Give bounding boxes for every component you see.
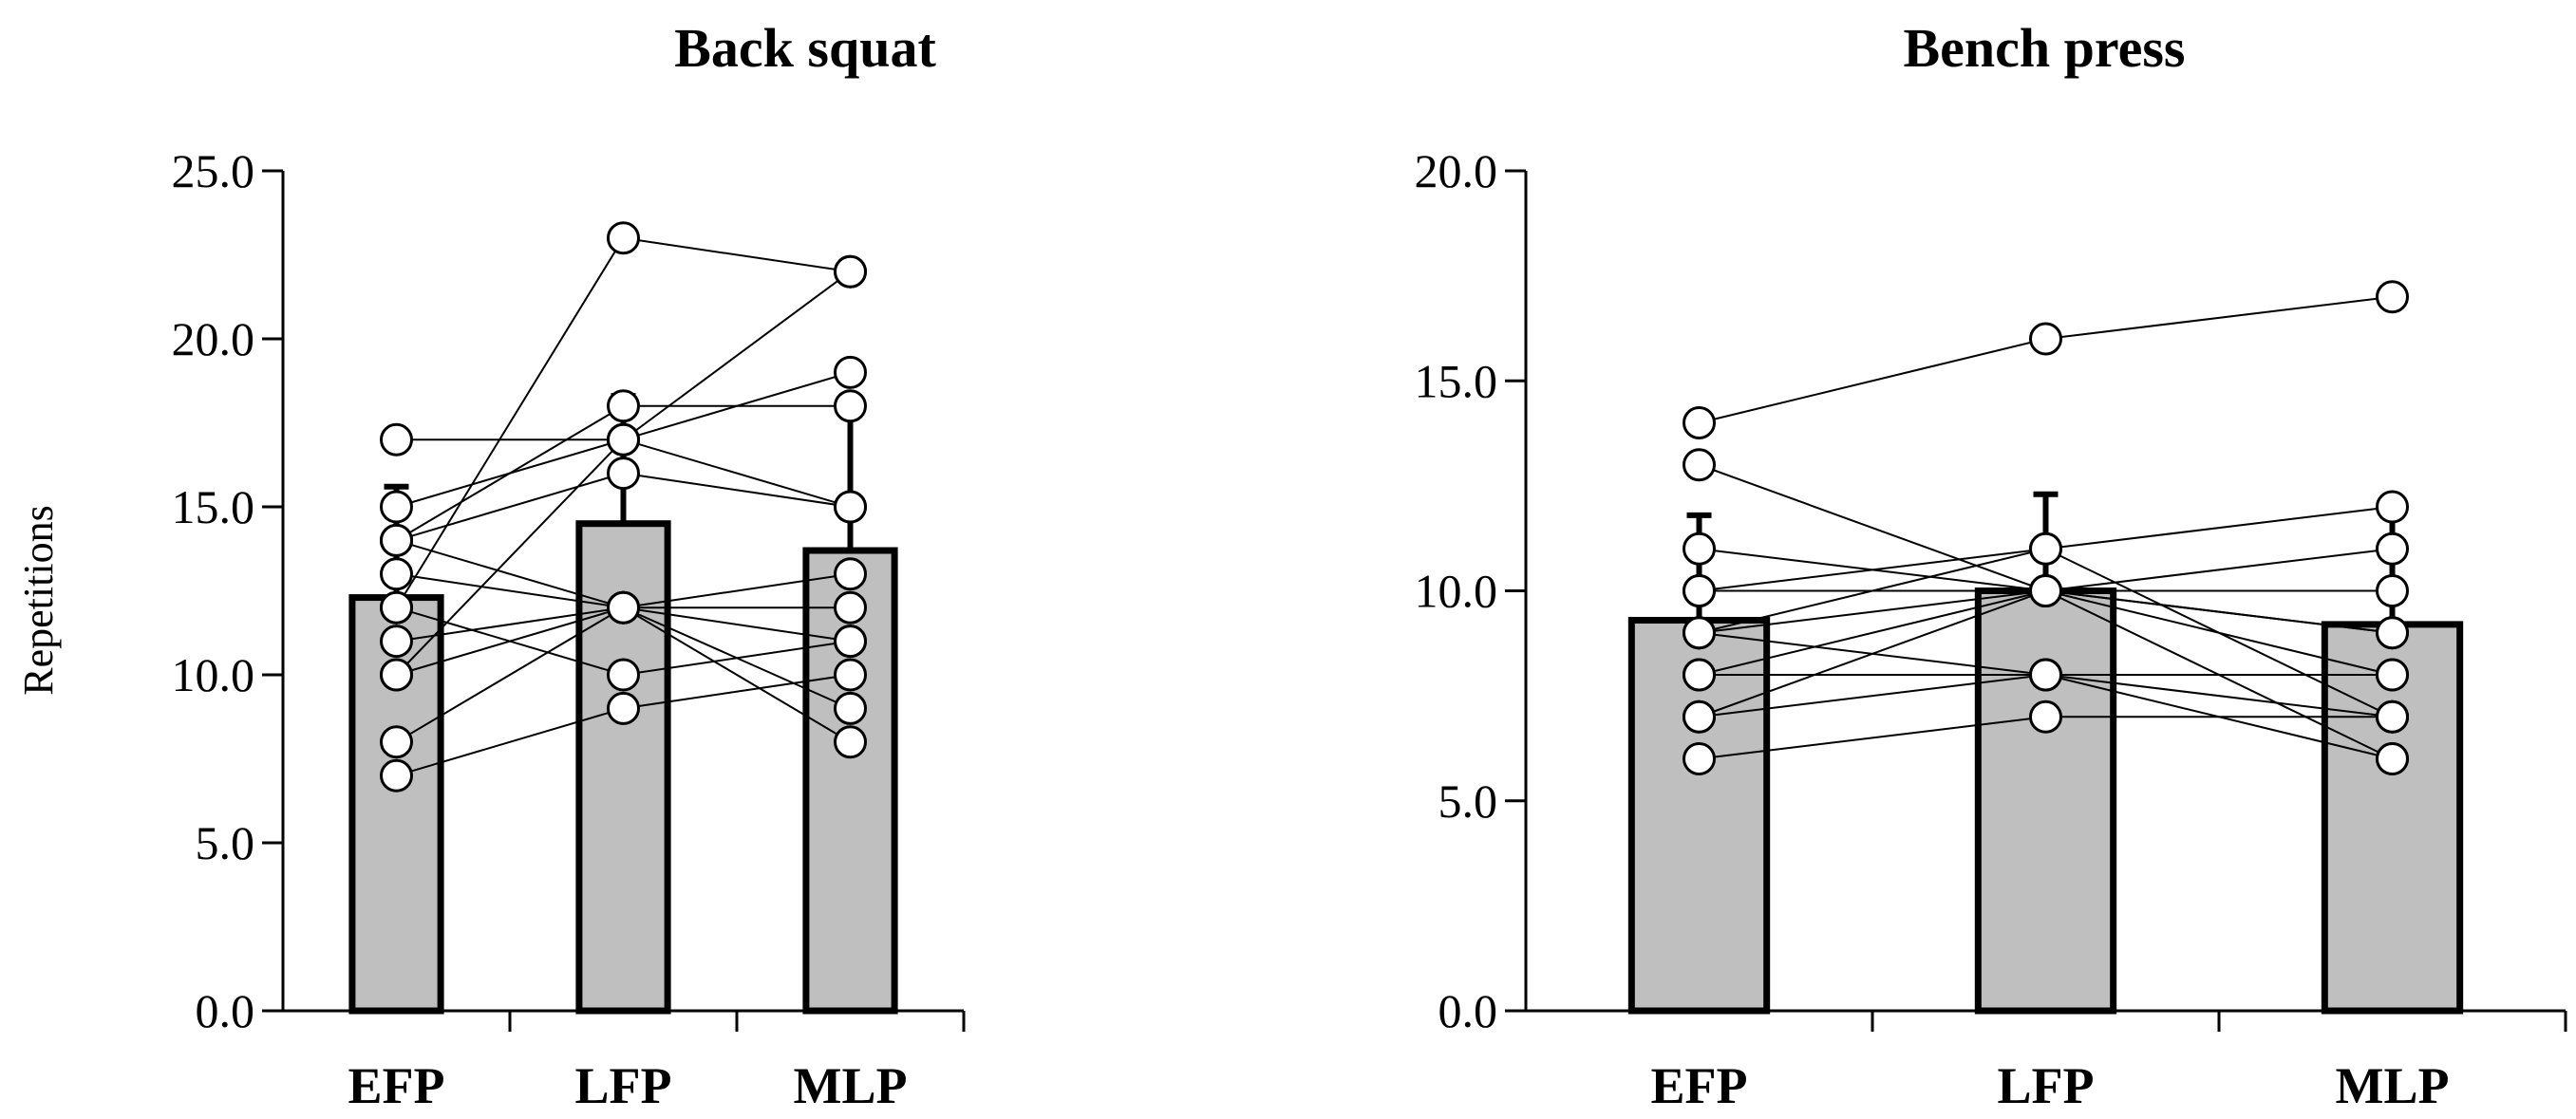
subject-point	[2376, 280, 2409, 314]
subject-point	[1683, 616, 1716, 650]
subject-point	[2376, 616, 2409, 650]
subject-point	[607, 221, 640, 255]
axis-labels-back-squat: 0.0 5.0 10.0 15.0 20.0 25.0 EFP LFP MLP	[172, 144, 908, 1114]
y-tick-label: 10.0	[172, 648, 255, 701]
subject-point	[1683, 658, 1716, 692]
axes-bench-press	[1505, 169, 2567, 1032]
subject-point	[607, 457, 640, 491]
subject-point	[834, 590, 867, 625]
subject-point	[834, 254, 867, 289]
subject-points-back-squat	[380, 221, 867, 793]
y-tick-label: 10.0	[1415, 565, 1498, 618]
subject-point	[2376, 742, 2409, 775]
subject-point	[380, 758, 413, 793]
subject-point	[607, 389, 640, 423]
subject-point	[1683, 532, 1716, 566]
y-tick-label: 5.0	[196, 816, 255, 869]
x-tick-label-lfp: LFP	[1998, 1057, 2095, 1114]
y-tick-label: 25.0	[172, 144, 255, 197]
subject-point	[607, 658, 640, 692]
y-tick-label: 15.0	[172, 480, 255, 533]
subject-point	[607, 590, 640, 625]
subject-point	[834, 557, 867, 591]
subject-point	[2029, 532, 2062, 566]
subject-point	[834, 625, 867, 659]
subject-point	[834, 389, 867, 423]
subject-point	[607, 691, 640, 725]
x-tick-label-efp: EFP	[348, 1057, 445, 1114]
axis-labels-bench-press: 0.0 5.0 10.0 15.0 20.0 EFP LFP MLP	[1415, 144, 2450, 1114]
subject-point	[380, 523, 413, 557]
y-axis-label: Repetitions	[15, 505, 62, 695]
subject-point	[2029, 322, 2062, 356]
subject-point	[2376, 490, 2409, 524]
back-squat-panel: Back squat Repetitions 0.0 5.0 10.0 15.0 20.…	[15, 17, 966, 1114]
subject-point	[834, 658, 867, 692]
subject-point	[2029, 658, 2062, 692]
subject-point	[380, 557, 413, 591]
subject-point	[380, 490, 413, 524]
subject-point	[2376, 574, 2409, 607]
subject-point	[834, 691, 867, 725]
y-tick-label: 20.0	[1415, 144, 1498, 197]
subject-point	[607, 422, 640, 457]
subject-point	[380, 590, 413, 625]
subject-point	[2376, 532, 2409, 566]
x-tick-label-lfp: LFP	[575, 1057, 672, 1114]
y-tick-label: 0.0	[1438, 984, 1498, 1037]
subject-point	[2376, 658, 2409, 692]
subject-point	[2376, 699, 2409, 734]
y-tick-label: 15.0	[1415, 354, 1498, 407]
subject-point	[380, 422, 413, 457]
subject-point	[1683, 699, 1716, 734]
subject-point	[1683, 742, 1716, 775]
subject-point	[2029, 699, 2062, 734]
subject-line	[1699, 295, 2393, 424]
subject-point	[834, 355, 867, 389]
subject-points-bench-press	[1683, 280, 2409, 775]
subject-point	[1683, 406, 1716, 439]
chart-title-back-squat: Back squat	[674, 17, 936, 79]
chart-title-bench-press: Bench press	[1903, 17, 2185, 79]
subject-point	[834, 725, 867, 759]
x-tick-label-efp: EFP	[1651, 1057, 1748, 1114]
x-tick-label-mlp: MLP	[794, 1057, 908, 1114]
subject-point	[380, 725, 413, 759]
x-tick-label-mlp: MLP	[2336, 1057, 2450, 1114]
y-tick-label: 0.0	[196, 984, 255, 1037]
axes-back-squat	[262, 169, 966, 1032]
bench-press-panel: Bench press 0.0 5.0 10.0 15.0 20.0 EFP LFP MLP	[1415, 17, 2567, 1114]
y-tick-label: 20.0	[172, 312, 255, 365]
subject-point	[1683, 574, 1716, 607]
subject-point	[380, 625, 413, 659]
y-tick-label: 5.0	[1438, 774, 1498, 828]
subject-point	[834, 490, 867, 524]
bar-lfp	[1974, 587, 2117, 1015]
subject-point	[380, 658, 413, 692]
subject-point	[1683, 448, 1716, 482]
subject-point	[2029, 574, 2062, 607]
